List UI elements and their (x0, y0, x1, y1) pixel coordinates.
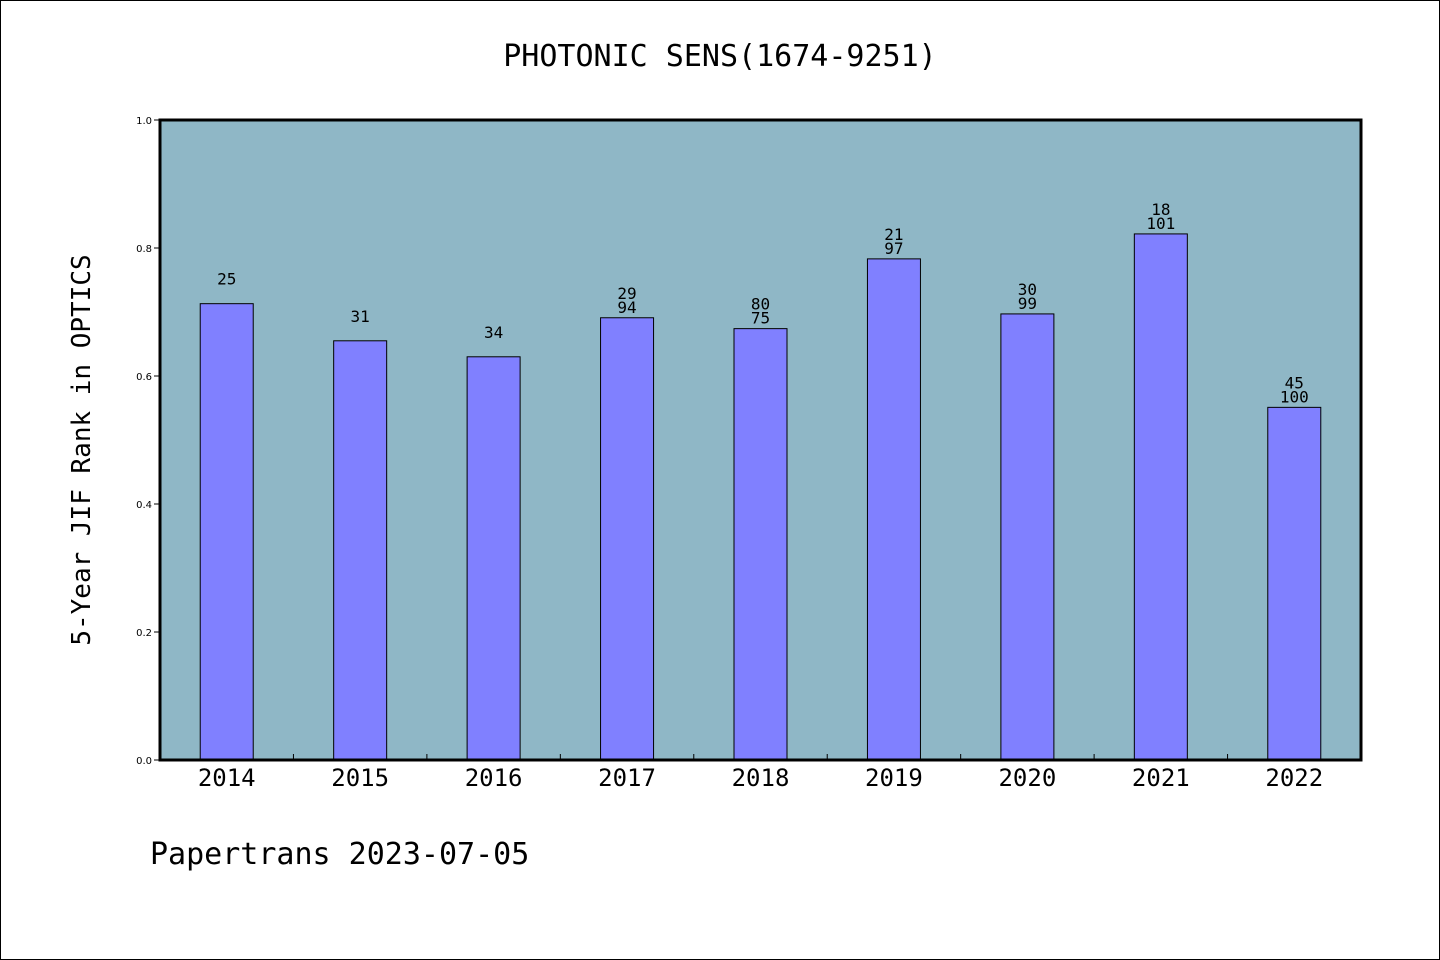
bar-2018 (733, 328, 788, 761)
bar-total-label-2018: 75 (751, 309, 770, 328)
x-tick-label-2016: 2016 (465, 764, 523, 792)
bar-2022 (1267, 406, 1322, 761)
bar-total-label-2017: 94 (617, 298, 636, 317)
bar-2020 (1000, 313, 1055, 761)
y-axis-label: 5-Year JIF Rank in OPTICS (67, 254, 97, 645)
bar-2014 (199, 303, 254, 761)
bar-2016 (466, 356, 521, 761)
bar-rank-label-2016: 34 (484, 323, 503, 342)
bar-rank-label-2015: 31 (351, 307, 370, 326)
bar-2017 (600, 317, 655, 761)
plot-border (158, 118, 1363, 762)
y-tick-label: 0.6 (136, 372, 152, 383)
bar-rank-label-2022: 45 (1285, 373, 1304, 392)
bar-rank-label-2017: 29 (617, 284, 636, 303)
bar-total-label-2019: 97 (884, 239, 903, 258)
bar-rank-label-2014: 25 (217, 270, 236, 289)
bar-rank-label-2018: 80 (751, 295, 770, 314)
x-tick-label-2019: 2019 (865, 764, 923, 792)
footer-credit: Papertrans 2023-07-05 (150, 837, 529, 872)
y-tick-label: 1.0 (136, 116, 152, 127)
x-tick-label-2014: 2014 (198, 764, 256, 792)
x-tick-label-2017: 2017 (598, 764, 656, 792)
x-tick-label-2021: 2021 (1132, 764, 1190, 792)
y-tick-label: 0.4 (136, 500, 152, 511)
bar-rank-label-2020: 30 (1018, 280, 1037, 299)
bar-rank-label-2021: 18 (1151, 200, 1170, 219)
y-tick-label: 0.0 (136, 756, 152, 767)
y-tick-label: 0.2 (136, 628, 152, 639)
x-tick-label-2020: 2020 (998, 764, 1056, 792)
x-axis: 2014 2015 2016 2017 2018 2019 2020 2021 2022 (198, 754, 1323, 792)
x-tick-label-2018: 2018 (732, 764, 790, 792)
x-tick-label-2015: 2015 (331, 764, 389, 792)
bar-2021 (1133, 233, 1188, 761)
bar-2015 (333, 340, 388, 761)
bar-total-label-2021: 101 (1146, 214, 1175, 233)
bar-rank-label-2019: 21 (884, 225, 903, 244)
y-tick-label: 0.8 (136, 244, 152, 255)
bar-total-label-2020: 99 (1018, 294, 1037, 313)
bar-2019 (866, 258, 921, 761)
x-tick-label-2022: 2022 (1265, 764, 1323, 792)
bars-layer (199, 233, 1322, 761)
y-axis: 0.0 0.2 0.4 0.6 0.8 1.0 (136, 116, 160, 767)
chart-title: PHOTONIC SENS(1674-9251) (503, 39, 936, 74)
bar-total-label-2022: 100 (1280, 387, 1309, 406)
